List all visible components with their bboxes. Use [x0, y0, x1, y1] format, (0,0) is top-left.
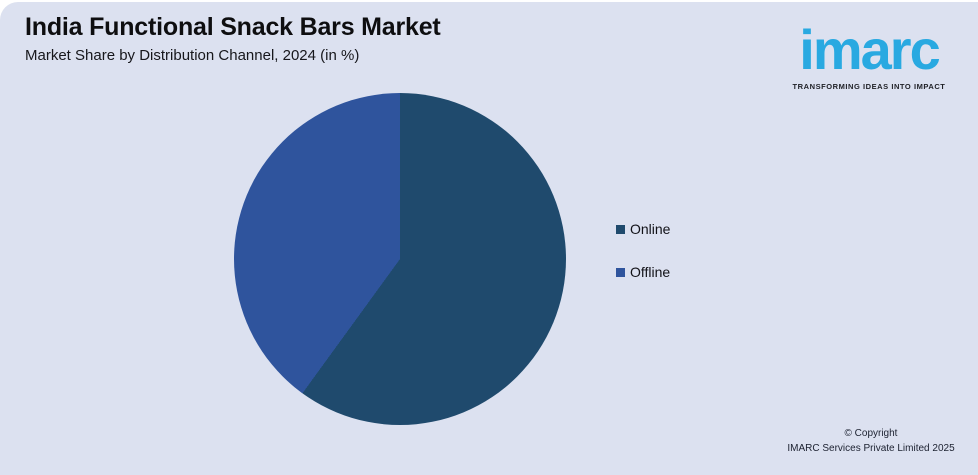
- copyright-line1: © Copyright: [844, 428, 898, 439]
- legend-label-online: Online: [630, 221, 671, 237]
- imarc-logo-wordmark: imarc: [799, 18, 940, 81]
- legend-item-offline: Offline: [616, 264, 671, 280]
- imarc-logo: imarc TRANSFORMING IDEAS INTO IMPACT: [777, 4, 961, 96]
- legend-item-online: Online: [616, 221, 671, 237]
- pie-chart: [234, 93, 566, 425]
- page-subtitle: Market Share by Distribution Channel, 20…: [25, 47, 360, 64]
- imarc-logo-tagline: TRANSFORMING IDEAS INTO IMPACT: [792, 82, 946, 91]
- legend-swatch-offline: [616, 267, 625, 277]
- legend-swatch-online: [616, 224, 625, 234]
- page-title: India Functional Snack Bars Market: [25, 13, 441, 41]
- chart-legend: Online Offline: [616, 221, 671, 308]
- copyright-notice: © Copyright IMARC Services Private Limit…: [764, 427, 978, 456]
- legend-label-offline: Offline: [630, 264, 671, 280]
- copyright-line2: IMARC Services Private Limited 2025: [787, 442, 955, 454]
